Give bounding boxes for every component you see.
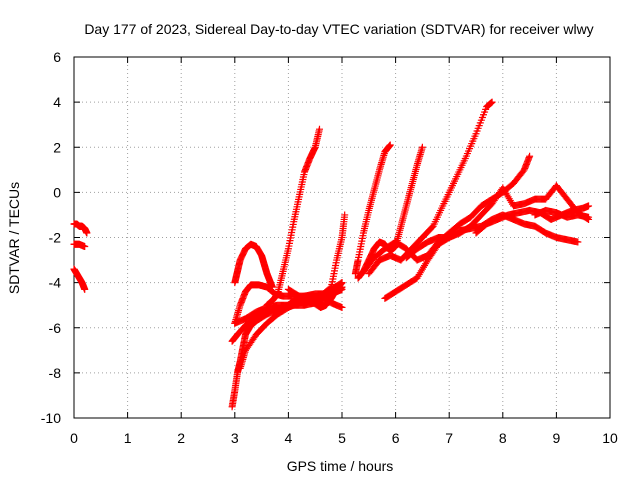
series-arc-1 xyxy=(70,220,91,237)
x-tick-label: 1 xyxy=(124,430,132,446)
x-tick-label: 10 xyxy=(602,430,618,446)
y-axis: -10 -8 -6 -4 -2 0 2 4 6 xyxy=(41,49,610,426)
x-tick-label: 4 xyxy=(285,430,293,446)
x-tick-label: 3 xyxy=(231,430,239,446)
data-point xyxy=(488,98,496,106)
y-tick-label: -10 xyxy=(41,410,61,426)
x-tick-label: 0 xyxy=(70,430,78,446)
series-arc-3 xyxy=(70,265,89,293)
data-points xyxy=(70,98,593,411)
x-tick-label: 5 xyxy=(338,430,346,446)
data-point xyxy=(338,279,346,287)
x-tick-label: 6 xyxy=(392,430,400,446)
data-point xyxy=(418,143,426,151)
data-point xyxy=(574,238,582,246)
series-arc-4 xyxy=(231,240,276,291)
x-tick-label: 2 xyxy=(177,430,185,446)
data-point xyxy=(585,213,593,221)
y-tick-label: -2 xyxy=(49,230,62,246)
data-point xyxy=(315,125,323,133)
y-tick-label: -6 xyxy=(49,320,62,336)
series-arc-10 xyxy=(263,125,323,309)
data-point xyxy=(585,202,593,210)
series-arc-13 xyxy=(351,141,394,278)
data-point xyxy=(341,211,349,219)
chart-title: Day 177 of 2023, Sidereal Day-to-day VTE… xyxy=(84,21,593,37)
y-tick-label: -8 xyxy=(49,365,62,381)
x-tick-label: 7 xyxy=(445,430,453,446)
y-tick-label: 4 xyxy=(53,94,61,110)
series-arc-2 xyxy=(70,240,89,251)
data-point xyxy=(81,243,89,251)
data-point xyxy=(386,141,394,149)
y-tick-label: 6 xyxy=(53,49,61,65)
series-arc-12 xyxy=(284,279,346,311)
x-tick-label: 8 xyxy=(499,430,507,446)
y-axis-label: SDTVAR / TECUs xyxy=(6,182,22,294)
series-arc-20 xyxy=(531,206,593,221)
x-tick-label: 9 xyxy=(553,430,561,446)
data-point xyxy=(526,152,534,160)
y-tick-label: -4 xyxy=(49,275,62,291)
data-point xyxy=(326,284,334,292)
series-arc-19 xyxy=(472,202,593,237)
x-axis-label: GPS time / hours xyxy=(287,458,394,474)
data-point xyxy=(83,229,91,237)
y-tick-label: 0 xyxy=(53,184,61,200)
data-point xyxy=(338,303,346,311)
x-axis: 0 1 2 3 4 5 6 7 8 9 10 xyxy=(70,57,618,446)
data-point xyxy=(81,285,89,293)
series-arc-15 xyxy=(365,98,496,278)
y-tick-label: 2 xyxy=(53,139,61,155)
